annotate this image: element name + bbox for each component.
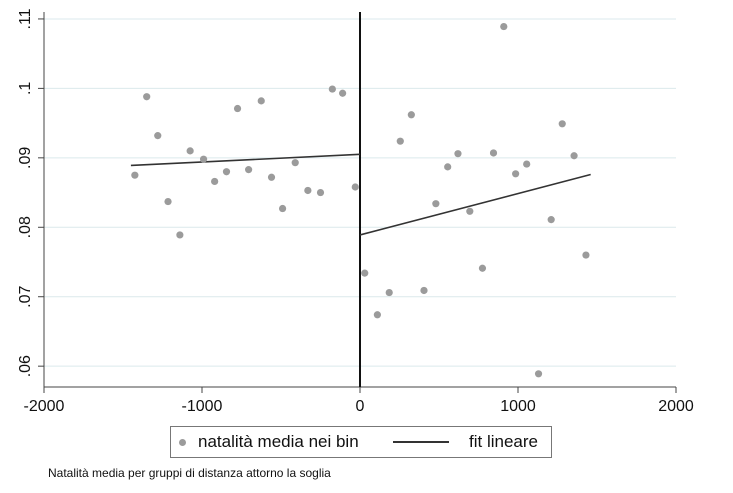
legend-marker-dot bbox=[179, 438, 186, 446]
fit-line bbox=[130, 153, 361, 167]
chart-caption: Natalità media per gruppi di distanza at… bbox=[48, 466, 331, 480]
scatter-point bbox=[257, 97, 265, 105]
scatter-point bbox=[420, 286, 428, 295]
fit-lines bbox=[130, 153, 591, 236]
scatter-point bbox=[351, 183, 359, 191]
fit-line bbox=[359, 173, 591, 236]
scatter-point bbox=[361, 269, 369, 277]
scatter-point bbox=[328, 85, 336, 93]
scatter-point bbox=[131, 171, 139, 179]
scatter-point bbox=[407, 111, 415, 119]
scatter-point bbox=[304, 186, 312, 195]
y-tick-label: .09 bbox=[17, 147, 34, 169]
scatter-point bbox=[267, 173, 276, 181]
scatter-point bbox=[558, 120, 566, 128]
scatter-point bbox=[164, 197, 172, 206]
scatter-point bbox=[512, 170, 520, 178]
legend-item-points: natalità media nei bin bbox=[179, 427, 359, 457]
scatter-point bbox=[570, 152, 578, 160]
y-tick-label: .08 bbox=[17, 216, 34, 238]
x-tick-label: -2000 bbox=[24, 398, 65, 415]
x-tick-label: -1000 bbox=[182, 398, 223, 415]
scatter-point bbox=[222, 168, 231, 176]
scatter-point bbox=[233, 104, 242, 113]
legend-line-label: fit lineare bbox=[469, 432, 538, 451]
legend-points-label: natalità media nei bin bbox=[198, 432, 359, 451]
scatter-point bbox=[199, 155, 208, 163]
scatter-point bbox=[373, 311, 381, 319]
scatter-point bbox=[454, 150, 462, 158]
axes bbox=[38, 12, 677, 393]
scatter-point bbox=[534, 370, 543, 378]
scatter-point bbox=[385, 288, 393, 297]
scatter-point bbox=[211, 177, 219, 186]
scatter-point bbox=[339, 89, 347, 97]
scatter-point bbox=[500, 22, 508, 31]
scatter-point bbox=[523, 160, 531, 168]
scatter-point bbox=[291, 159, 299, 167]
scatter-point bbox=[143, 93, 151, 101]
scatter-point bbox=[444, 163, 452, 171]
legend-marker-line bbox=[393, 441, 449, 443]
y-tick-label: .07 bbox=[17, 286, 34, 308]
tick-labels: .06 .07 .08 .09 .1 .11 -2000 -1000 0 1000 2000 bbox=[17, 8, 694, 415]
legend-item-line: fit lineare bbox=[393, 427, 538, 457]
scatter-point bbox=[186, 147, 194, 155]
y-tick-label: .1 bbox=[17, 82, 34, 95]
scatter-point bbox=[466, 207, 474, 215]
scatter-point bbox=[278, 204, 287, 213]
scatter-point bbox=[547, 216, 555, 224]
scatter-point bbox=[582, 251, 590, 259]
x-tick-label: 1000 bbox=[500, 398, 536, 415]
scatter-point bbox=[478, 264, 487, 272]
x-tick-label: 0 bbox=[356, 398, 365, 415]
scatter-point bbox=[432, 200, 440, 208]
legend: natalità media nei bin fit lineare bbox=[170, 426, 552, 458]
x-tick-label: 2000 bbox=[658, 398, 694, 415]
y-tick-label: .06 bbox=[17, 355, 34, 377]
scatter-point bbox=[176, 231, 184, 239]
scatter-point bbox=[154, 132, 162, 140]
y-tick-label: .11 bbox=[17, 8, 34, 29]
scatter-point bbox=[316, 188, 325, 197]
scatter-point bbox=[489, 149, 498, 157]
scatter-point bbox=[245, 166, 253, 174]
data-points bbox=[131, 22, 590, 378]
scatter-point bbox=[396, 137, 404, 145]
